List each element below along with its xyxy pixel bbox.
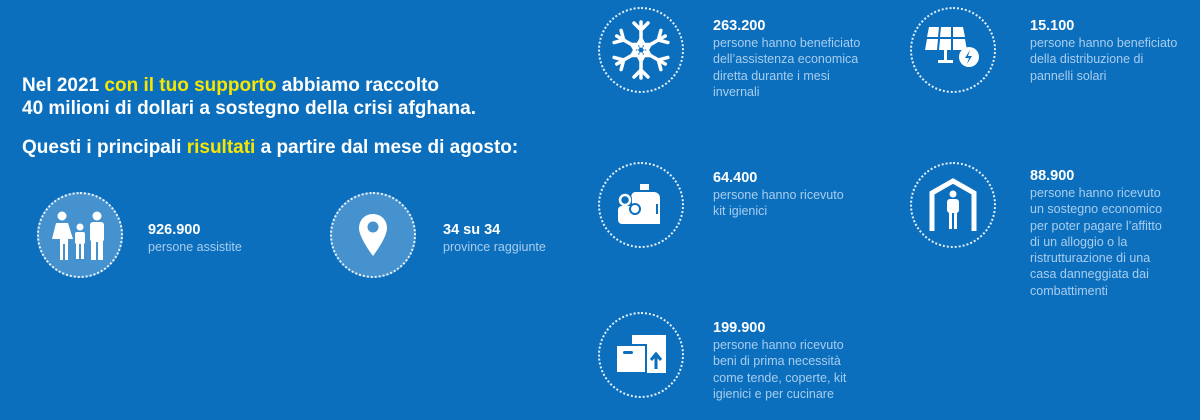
desc-line: province raggiunte [443,240,546,254]
stat-description: province raggiunte [443,239,546,255]
desc-line: persone hanno beneficiato [1030,36,1178,50]
headline-highlight: con il tuo supporto [104,75,277,96]
headline-highlight: risultati [186,137,256,158]
stat-number: 64.400 [713,170,758,186]
desc-line: della distribuzione di [1030,52,1144,67]
desc-line: persone hanno ricevuto [713,338,844,352]
headline-text: a partire dal mese di agosto: [255,137,519,158]
stat-description: persone hanno ricevuto un sostegno econo… [1030,185,1162,299]
headline-line-1: Nel 2021 con il tuo supporto abbiamo rac… [22,74,439,97]
stat-description: persone hanno ricevuto beni di prima nec… [713,337,846,402]
desc-line: persone assistite [148,240,242,254]
stat-number: 88.900 [1030,168,1075,184]
desc-line: persone hanno beneficiato [713,36,861,50]
family-icon [37,192,123,278]
desc-line: persone hanno ricevuto [713,188,844,202]
desc-line: casa danneggiata dai [1030,267,1149,282]
desc-line: pannelli solari [1030,68,1107,83]
stat-solar-panels: 15.100 persone hanno beneficiato della d… [1030,18,1177,84]
hygiene-kit-icon [598,162,684,248]
stat-housing-support: 88.900 persone hanno ricevuto un sostegn… [1030,168,1162,299]
desc-line: beni di prima necessità [713,354,841,369]
desc-line: kit igienici [713,204,768,219]
stat-description: persone hanno ricevuto kit igienici [713,187,844,220]
desc-line: igienici e per cucinare [713,386,834,401]
headline-line-2: 40 milioni di dollari a sostegno della c… [22,98,477,119]
desc-line: diretta durante i mesi [713,68,830,83]
stat-number: 199.900 [713,320,766,336]
desc-line: invernali [713,84,760,99]
headline-text: abbiamo raccolto [276,75,440,96]
stat-number: 34 su 34 [443,222,501,238]
stat-description: persone assistite [148,239,242,255]
stat-people-assisted: 926.900 persone assistite [148,222,242,255]
shelter-icon [910,162,996,248]
snowflake-icon [598,7,684,93]
stat-provinces: 34 su 34 province raggiunte [443,222,546,255]
stat-hygiene-kits: 64.400 persone hanno ricevuto kit igieni… [713,170,844,220]
desc-line: come tende, coperte, kit [713,370,847,385]
desc-line: per poter pagare l’affitto [1030,218,1162,233]
location-pin-icon [330,192,416,278]
desc-line: combattimenti [1030,283,1108,298]
stat-description: persone hanno beneficiato dell’assistenz… [713,35,860,100]
headline-text: Nel 2021 [22,75,105,96]
headline-text: Questi i principali [22,137,187,158]
desc-line: un sostegno economico [1030,202,1163,217]
stat-number: 15.100 [1030,18,1075,34]
headline-line-3: Questi i principali risultati a partire … [22,136,518,159]
boxes-icon [598,312,684,398]
desc-line: persone hanno ricevuto [1030,186,1161,200]
desc-line: di un alloggio o la [1030,234,1128,249]
solar-panel-icon [910,7,996,93]
desc-line: ristrutturazione di una [1030,251,1151,266]
stat-description: persone hanno beneficiato della distribu… [1030,35,1177,84]
stat-number: 926.900 [148,222,201,238]
stat-winter-assistance: 263.200 persone hanno beneficiato dell’a… [713,18,860,100]
stat-essential-goods: 199.900 persone hanno ricevuto beni di p… [713,320,846,402]
stat-number: 263.200 [713,18,766,34]
desc-line: dell’assistenza economica [713,52,859,67]
